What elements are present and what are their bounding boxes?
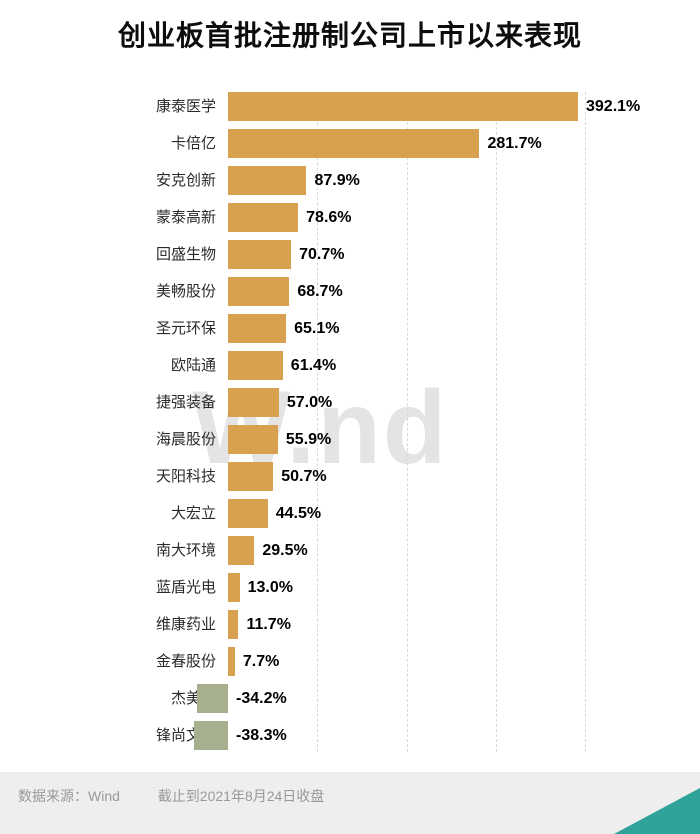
value-label: -34.2% xyxy=(236,690,287,707)
bar xyxy=(228,203,299,232)
category-label: 卡倍亿 xyxy=(170,135,216,152)
bar-row: 康泰医学 392.1% xyxy=(0,88,700,125)
bar xyxy=(228,351,283,380)
bar xyxy=(228,277,290,306)
category-label: 南大环境 xyxy=(155,542,216,559)
bar-row: 蒙泰高新 78.6% xyxy=(0,199,700,236)
bar-row: 大宏立 44.5% xyxy=(0,495,700,532)
bar xyxy=(193,721,228,750)
bar xyxy=(228,462,274,491)
value-label: 70.7% xyxy=(299,246,345,263)
value-label: 392.1% xyxy=(586,98,641,115)
as-of-label: 截止到2021年8月24日收盘 xyxy=(157,788,325,804)
value-label: 61.4% xyxy=(290,357,337,374)
value-label: 281.7% xyxy=(487,135,542,152)
category-label: 杰美特 xyxy=(170,690,216,707)
bar-row: 海晨股份 55.9% xyxy=(0,421,700,458)
gridline xyxy=(317,92,319,752)
value-label: 7.7% xyxy=(242,653,280,670)
value-label: 44.5% xyxy=(275,505,322,522)
bar xyxy=(228,129,480,158)
value-label: 13.0% xyxy=(247,579,293,596)
bar-row: 欧陆通 61.4% xyxy=(0,347,700,384)
data-source-label: 数据来源：Wind xyxy=(18,788,120,804)
gridline xyxy=(585,92,587,752)
bar xyxy=(228,388,279,417)
bar xyxy=(197,684,228,713)
bar xyxy=(228,536,255,565)
value-label: 55.9% xyxy=(285,431,332,448)
bar-row: 圣元环保 65.1% xyxy=(0,310,700,347)
footer-bar: 数据来源：Wind 截止到2021年8月24日收盘 xyxy=(0,772,700,834)
bar xyxy=(228,499,268,528)
bar-chart: W.nd 康泰医学 392.1% 卡倍亿 281.7% 安克创新 87.9% 蒙泰高新 78.… xyxy=(0,88,700,756)
bar-row: 天阳科技 50.7% xyxy=(0,458,700,495)
bar-row: 捷强装备 57.0% xyxy=(0,384,700,421)
bar-row: 美畅股份 68.7% xyxy=(0,273,700,310)
bar-row: 卡倍亿 281.7% xyxy=(0,125,700,162)
value-label: 29.5% xyxy=(262,542,308,559)
bar-row: 锋尚文化 -38.3% xyxy=(0,717,700,754)
value-label: 11.7% xyxy=(246,616,291,633)
bar xyxy=(228,240,292,269)
category-label: 欧陆通 xyxy=(170,357,216,374)
category-label: 蒙泰高新 xyxy=(155,209,216,226)
bar xyxy=(228,314,287,343)
value-label: 65.1% xyxy=(294,320,340,337)
category-label: 捷强装备 xyxy=(155,394,216,411)
value-label: 78.6% xyxy=(306,209,352,226)
value-label: 87.9% xyxy=(314,172,360,189)
chart-title: 创业板首批注册制公司上市以来表现 xyxy=(117,20,582,51)
bar-row: 安克创新 87.9% xyxy=(0,162,700,199)
bar xyxy=(228,647,235,676)
value-label: 57.0% xyxy=(286,394,333,411)
bar xyxy=(228,573,240,602)
category-label: 康泰医学 xyxy=(155,98,216,115)
category-label: 大宏立 xyxy=(170,505,216,522)
category-label: 美畅股份 xyxy=(155,283,216,300)
bar-row: 蓝盾光电 13.0% xyxy=(0,569,700,606)
category-label: 圣元环保 xyxy=(155,320,216,337)
bar xyxy=(228,425,278,454)
category-label: 金春股份 xyxy=(155,653,216,670)
category-label: 回盛生物 xyxy=(155,246,216,263)
gridline xyxy=(495,92,497,752)
bar-row: 杰美特 -34.2% xyxy=(0,680,700,717)
value-label: 50.7% xyxy=(281,468,327,485)
bar xyxy=(228,92,578,121)
value-label: -38.3% xyxy=(236,727,287,744)
value-label: 68.7% xyxy=(297,283,343,300)
bar-row: 南大环境 29.5% xyxy=(0,532,700,569)
gridline xyxy=(406,92,408,752)
bar-row: 金春股份 7.7% xyxy=(0,643,700,680)
bar-row: 维康药业 11.7% xyxy=(0,606,700,643)
category-label: 海晨股份 xyxy=(155,431,216,448)
bar xyxy=(228,610,239,639)
category-label: 蓝盾光电 xyxy=(155,579,216,596)
bar xyxy=(228,166,307,195)
bar-row: 回盛生物 70.7% xyxy=(0,236,700,273)
category-label: 天阳科技 xyxy=(155,468,216,485)
category-label: 安克创新 xyxy=(155,172,216,189)
category-label: 维康药业 xyxy=(155,616,216,633)
category-label: 锋尚文化 xyxy=(155,727,216,744)
